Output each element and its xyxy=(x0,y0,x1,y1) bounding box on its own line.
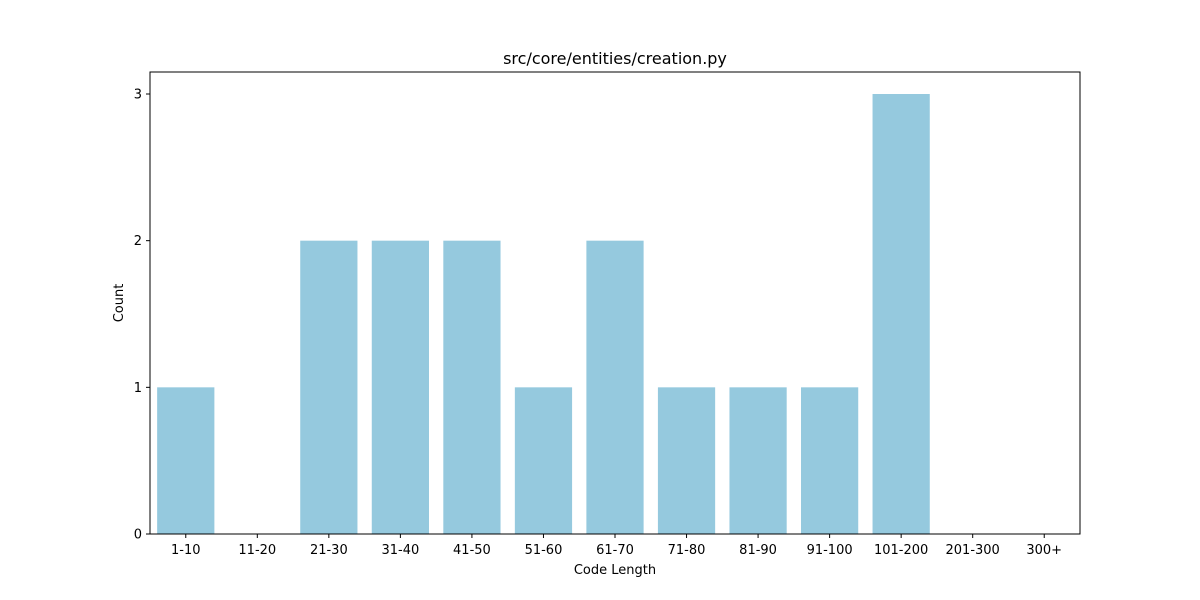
x-tick-label: 11-20 xyxy=(238,543,276,558)
y-axis-ticks: 0 1 2 3 xyxy=(134,88,150,543)
chart-title: src/core/entities/creation.py xyxy=(503,49,727,68)
x-axis-ticks: 1-10 11-20 21-30 31-40 41-50 51-60 61-70 71-80 8… xyxy=(171,534,1062,558)
x-tick-label: 51-60 xyxy=(525,543,563,558)
x-tick-label: 41-50 xyxy=(453,543,491,558)
bar-61-70 xyxy=(586,240,644,535)
y-tick-label: 3 xyxy=(134,88,142,103)
bar-41-50 xyxy=(443,240,501,535)
bar-51-60 xyxy=(514,387,573,534)
x-tick-label: 61-70 xyxy=(596,543,634,558)
x-tick-label: 71-80 xyxy=(668,543,706,558)
x-tick-label: 81-90 xyxy=(739,543,777,558)
x-axis-label: Code Length xyxy=(574,563,656,578)
bar-1-10 xyxy=(157,387,215,534)
x-tick-label: 101-200 xyxy=(874,543,928,558)
bar-101-200 xyxy=(872,94,930,534)
bar-31-40 xyxy=(371,240,429,535)
y-tick-label: 1 xyxy=(134,381,142,396)
bar-81-90 xyxy=(729,387,787,534)
y-tick-label: 0 xyxy=(134,528,142,543)
bar-91-100 xyxy=(801,387,859,534)
x-tick-label: 201-300 xyxy=(946,543,1000,558)
x-tick-label: 91-100 xyxy=(807,543,853,558)
bar-71-80 xyxy=(657,387,716,534)
bars-layer xyxy=(157,94,930,535)
y-axis-label: Count xyxy=(112,284,127,323)
x-tick-label: 31-40 xyxy=(381,543,419,558)
x-tick-label: 21-30 xyxy=(310,543,348,558)
y-tick-label: 2 xyxy=(134,234,142,249)
bar-21-30 xyxy=(300,240,358,535)
x-tick-label: 1-10 xyxy=(171,543,201,558)
x-tick-label: 300+ xyxy=(1026,543,1062,558)
